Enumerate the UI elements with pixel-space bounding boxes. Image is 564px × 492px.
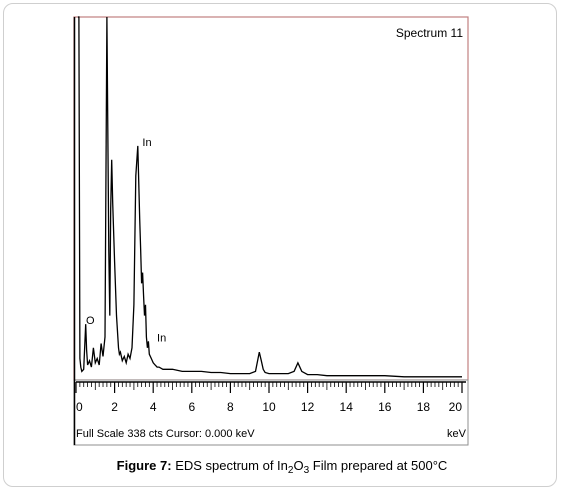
x-tick-label: 8: [227, 400, 234, 414]
x-tick-label: 10: [262, 400, 276, 414]
x-tick-label: 0: [76, 400, 83, 414]
x-tick-label: 12: [301, 400, 315, 414]
spectrum-label: Spectrum 11: [396, 26, 463, 40]
x-tick-label: 14: [340, 400, 354, 414]
caption-text-after: Film prepared at 500°C: [309, 458, 448, 473]
x-tick-label: 6: [188, 400, 195, 414]
peak-label-0: O: [86, 315, 95, 327]
full-scale-readout: Full Scale 338 cts Cursor: 0.000 keV: [76, 428, 255, 440]
x-tick-label: 16: [378, 400, 392, 414]
x-axis-unit-label: keV: [447, 428, 467, 440]
caption-text-mid: O: [293, 458, 304, 473]
caption-subscript-2: 3: [303, 465, 310, 476]
axis-panel-border: [73, 379, 469, 446]
figure-caption: Figure 7: EDS spectrum of In2O3 Film pre…: [0, 458, 564, 476]
spectrum-trace: [77, 16, 462, 378]
caption-subscript-1: 2: [287, 465, 294, 476]
peak-label-2: In: [157, 332, 166, 344]
caption-text-before: EDS spectrum of In: [171, 458, 288, 473]
figure-label: Figure 7:: [116, 458, 172, 473]
x-tick-label: 2: [111, 400, 118, 414]
chart-container: O In In Spectrum 11 0 2 4 6 8 10 12 14 16 18 20 Full…: [72, 15, 470, 447]
peak-label-1: In: [142, 137, 151, 149]
x-tick-label: 20: [449, 400, 463, 414]
x-tick-label: 18: [417, 400, 431, 414]
x-tick-label: 4: [150, 400, 157, 414]
eds-spectrum-chart: O In In Spectrum 11 0 2 4 6 8 10 12 14 16 18 20 Full…: [73, 16, 469, 446]
